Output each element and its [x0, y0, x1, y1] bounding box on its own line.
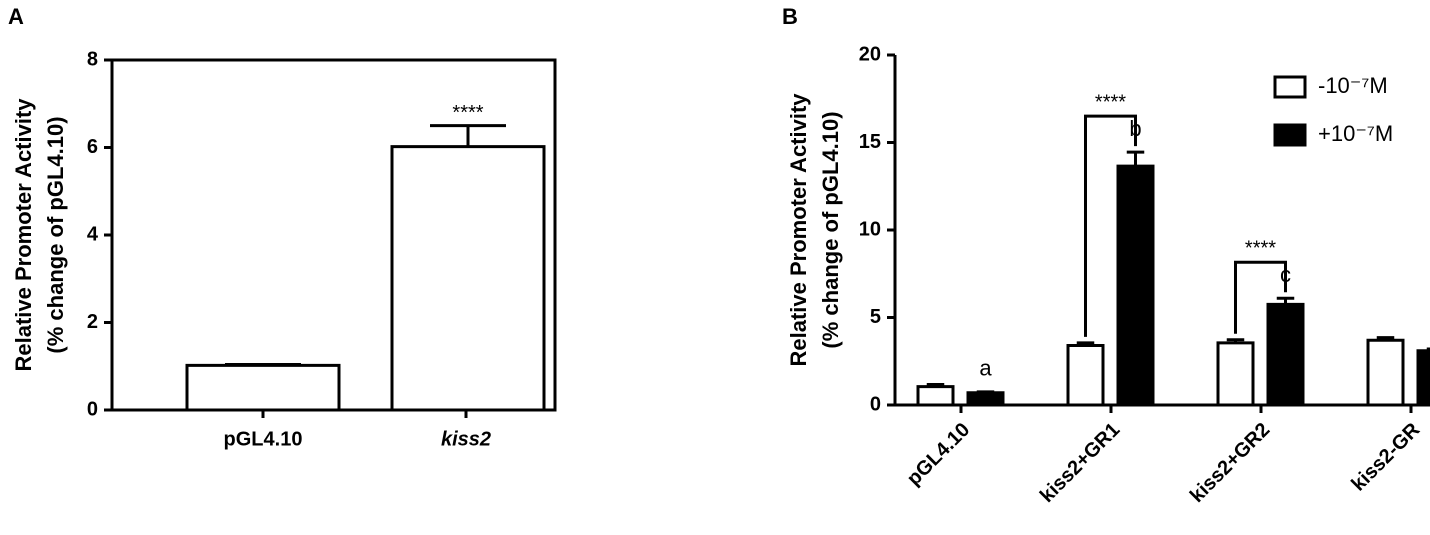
x-tick-label: kiss2+GR1 — [1036, 419, 1124, 507]
y-tick-label: 4 — [87, 223, 99, 245]
bar — [1066, 344, 1105, 407]
bar — [1216, 341, 1255, 407]
value-annotation: a — [979, 356, 992, 381]
significance-bracket — [1084, 114, 1137, 337]
y-axis-label: (% change of pGL4.10) — [818, 111, 843, 348]
significance-label: **** — [1245, 238, 1276, 260]
y-axis-label: (% change of pGL4.10) — [43, 116, 68, 353]
bar — [966, 391, 1005, 407]
y-tick-label: 0 — [87, 398, 98, 420]
panel-label: A — [8, 4, 24, 29]
legend-swatch — [1273, 123, 1307, 147]
y-tick-label: 20 — [859, 43, 881, 65]
y-tick-label: 2 — [87, 311, 98, 333]
x-tick-label: pGL4.10 — [224, 428, 303, 450]
legend-swatch — [1273, 75, 1307, 99]
significance-label: **** — [1095, 91, 1126, 113]
bar — [1366, 338, 1405, 407]
bar — [390, 145, 546, 412]
panel-label: B — [782, 4, 798, 29]
legend-label: +10⁻⁷M — [1318, 121, 1393, 146]
y-tick-label: 5 — [870, 306, 881, 328]
x-tick-label: kiss2+GR2 — [1186, 419, 1274, 507]
y-tick-label: 6 — [87, 136, 98, 158]
x-tick-label: pGL4.10 — [903, 419, 974, 490]
y-tick-label: 15 — [859, 131, 881, 153]
legend-label: -10⁻⁷M — [1318, 73, 1388, 98]
significance-bracket — [1234, 260, 1287, 334]
y-axis-label: Relative Promoter Activity — [786, 93, 811, 367]
value-annotation: **** — [452, 102, 483, 124]
y-tick-label: 10 — [859, 218, 881, 240]
y-axis-label: Relative Promoter Activity — [11, 98, 36, 372]
bar — [1266, 302, 1305, 407]
y-tick-label: 0 — [870, 393, 881, 415]
bar — [185, 363, 341, 412]
x-tick-label: kiss2 — [441, 428, 491, 450]
y-tick-label: 8 — [87, 48, 98, 70]
bar — [1116, 164, 1155, 407]
x-tick-label: kiss2-GR — [1347, 418, 1424, 495]
bar — [1416, 349, 1430, 407]
bar — [916, 385, 955, 407]
